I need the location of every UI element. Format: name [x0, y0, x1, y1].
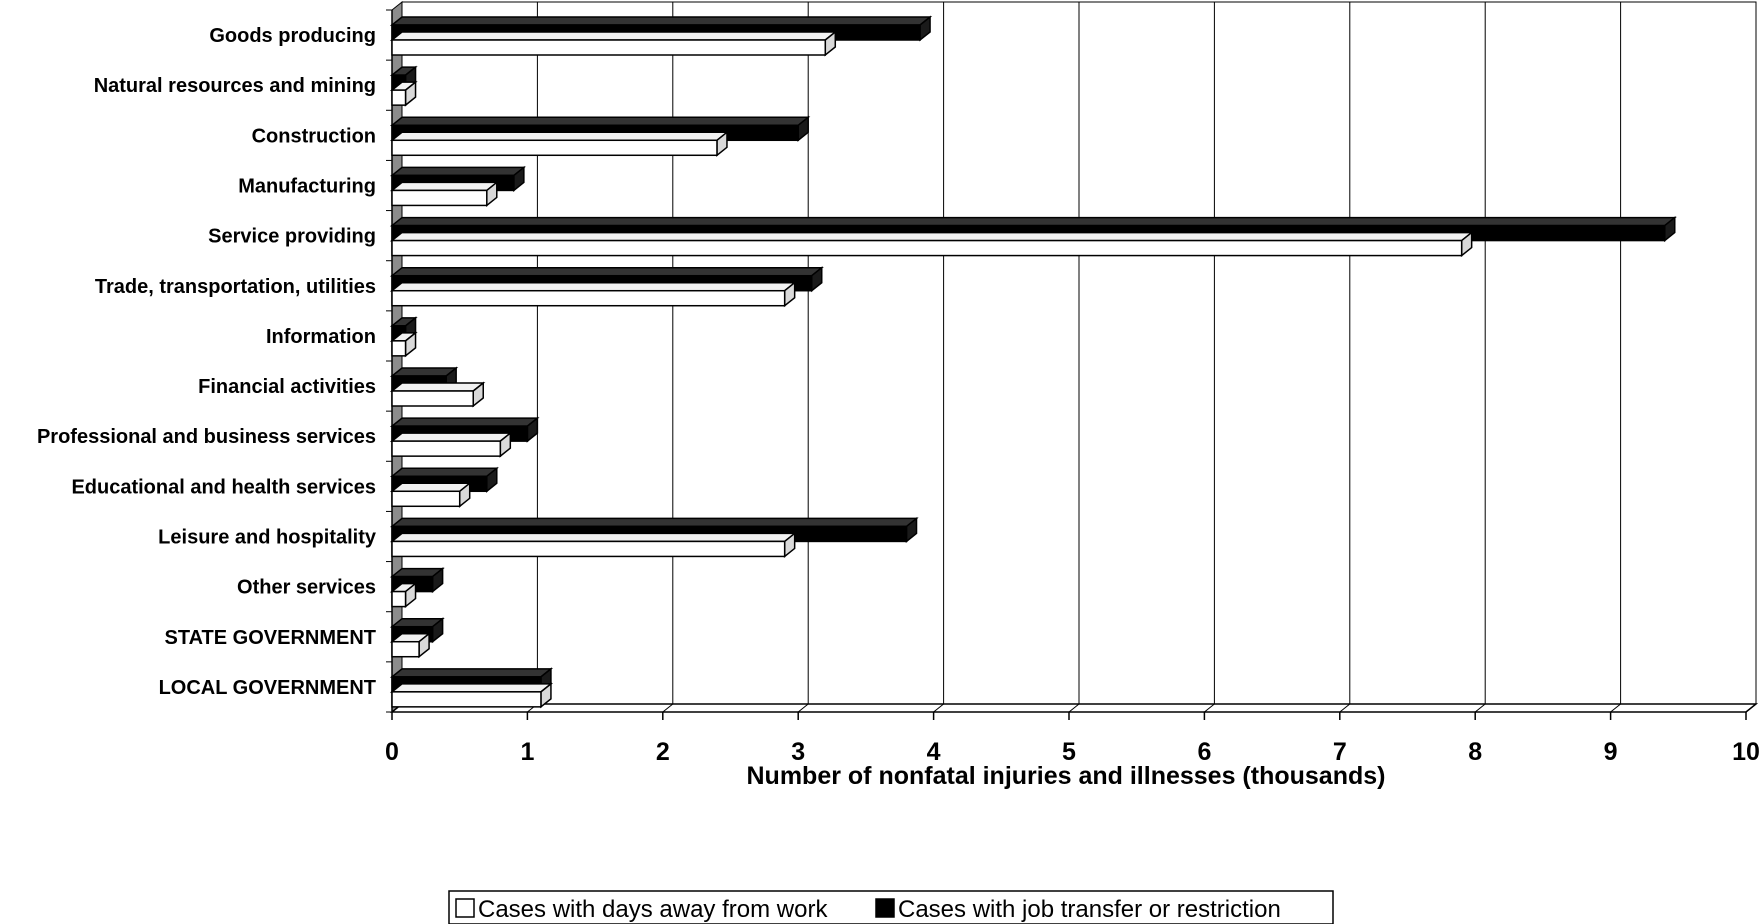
category-label: Financial activities — [198, 376, 376, 398]
category-label: Service providing — [208, 226, 376, 248]
category-label: STATE GOVERNMENT — [165, 627, 376, 649]
category-label: Construction — [252, 125, 376, 147]
bar-days-away — [392, 233, 1472, 256]
category-label: LOCAL GOVERNMENT — [159, 677, 376, 699]
bar-days-away — [392, 383, 483, 406]
category-label: Information — [266, 326, 376, 348]
x-tick-label: 1 — [520, 738, 534, 766]
bar-days-away — [392, 433, 510, 456]
legend: Cases with days away from work Cases wit… — [449, 891, 1333, 924]
x-tick-label: 10 — [1732, 738, 1760, 766]
category-label: Educational and health services — [71, 476, 376, 498]
x-tick-label: 8 — [1468, 738, 1482, 766]
plot-area — [392, 2, 1756, 712]
bar-days-away — [392, 32, 835, 55]
x-axis-title: Number of nonfatal injuries and illnesse… — [747, 762, 1386, 790]
bar-days-away — [392, 684, 551, 707]
bar-days-away — [392, 533, 795, 556]
legend-label-job-transfer: Cases with job transfer or restriction — [898, 896, 1281, 923]
bar-days-away — [392, 182, 497, 205]
x-tick-label: 2 — [656, 738, 670, 766]
category-label: Trade, transportation, utilities — [95, 276, 376, 298]
x-tick-label: 0 — [385, 738, 399, 766]
category-label: Natural resources and mining — [94, 75, 376, 97]
bar-days-away — [392, 634, 429, 657]
bar-days-away — [392, 483, 470, 506]
category-labels: Goods producing Natural resources and min… — [37, 25, 377, 699]
x-tick-label: 9 — [1604, 738, 1618, 766]
bar-days-away — [392, 283, 795, 306]
category-label: Leisure and hospitality — [158, 527, 377, 549]
category-label: Manufacturing — [238, 176, 376, 198]
category-label: Other services — [237, 577, 376, 599]
category-label: Goods producing — [209, 25, 376, 47]
legend-label-days-away: Cases with days away from work — [478, 896, 828, 923]
category-label: Professional and business services — [37, 426, 376, 448]
legend-swatch-job-transfer — [876, 899, 894, 917]
legend-swatch-days-away — [456, 899, 474, 917]
bar-days-away — [392, 132, 727, 155]
